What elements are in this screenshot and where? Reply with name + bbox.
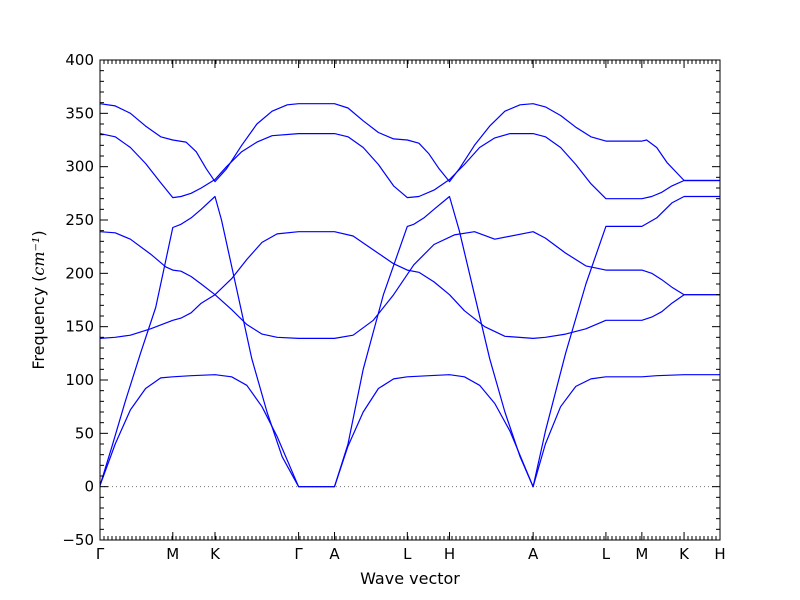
y-tick-label: 150 bbox=[65, 318, 94, 336]
y-tick-label: 50 bbox=[75, 424, 94, 442]
y-axis-label-unit: cm⁻¹ bbox=[29, 237, 48, 276]
band-line-6 bbox=[99, 103, 720, 183]
x-tick-label: H bbox=[444, 545, 455, 563]
x-tick-label: A bbox=[329, 545, 340, 563]
band-line-2 bbox=[99, 374, 720, 488]
y-tick-label: 400 bbox=[65, 51, 94, 69]
y-tick-label: 300 bbox=[65, 158, 94, 176]
x-tick-label: M bbox=[166, 545, 179, 563]
x-tick-label: H bbox=[714, 545, 725, 563]
x-tick-label: K bbox=[679, 545, 690, 563]
y-tick-label: 350 bbox=[65, 104, 94, 122]
ticks-layer: −50 0 50 100 150 200 250 300 350 400 Γ M K Γ A L H A L M K H bbox=[62, 51, 725, 563]
x-tick-label: L bbox=[403, 545, 412, 563]
y-axis-label-text: Frequency bbox=[29, 287, 48, 370]
y-tick-label: 100 bbox=[65, 371, 94, 389]
band-line-1 bbox=[99, 195, 720, 488]
x-tick-label: Γ bbox=[96, 545, 105, 563]
y-tick-label: −50 bbox=[62, 531, 94, 549]
x-tick-label: Γ bbox=[294, 545, 303, 563]
x-tick-label: A bbox=[528, 545, 539, 563]
y-axis-label: Frequency (cm⁻¹) bbox=[29, 230, 48, 369]
x-tick-label: K bbox=[210, 545, 221, 563]
y-tick-label: 0 bbox=[84, 478, 94, 496]
band-line-5 bbox=[99, 133, 720, 200]
y-tick-label: 250 bbox=[65, 211, 94, 229]
series-layer bbox=[99, 103, 720, 488]
x-axis-label: Wave vector bbox=[360, 569, 460, 588]
plot-frame bbox=[99, 59, 721, 541]
y-tick-label: 200 bbox=[65, 264, 94, 282]
band-line-3 bbox=[99, 231, 720, 339]
x-tick-label: L bbox=[602, 545, 611, 563]
band-line-4 bbox=[99, 231, 720, 339]
x-tick-label: M bbox=[635, 545, 648, 563]
